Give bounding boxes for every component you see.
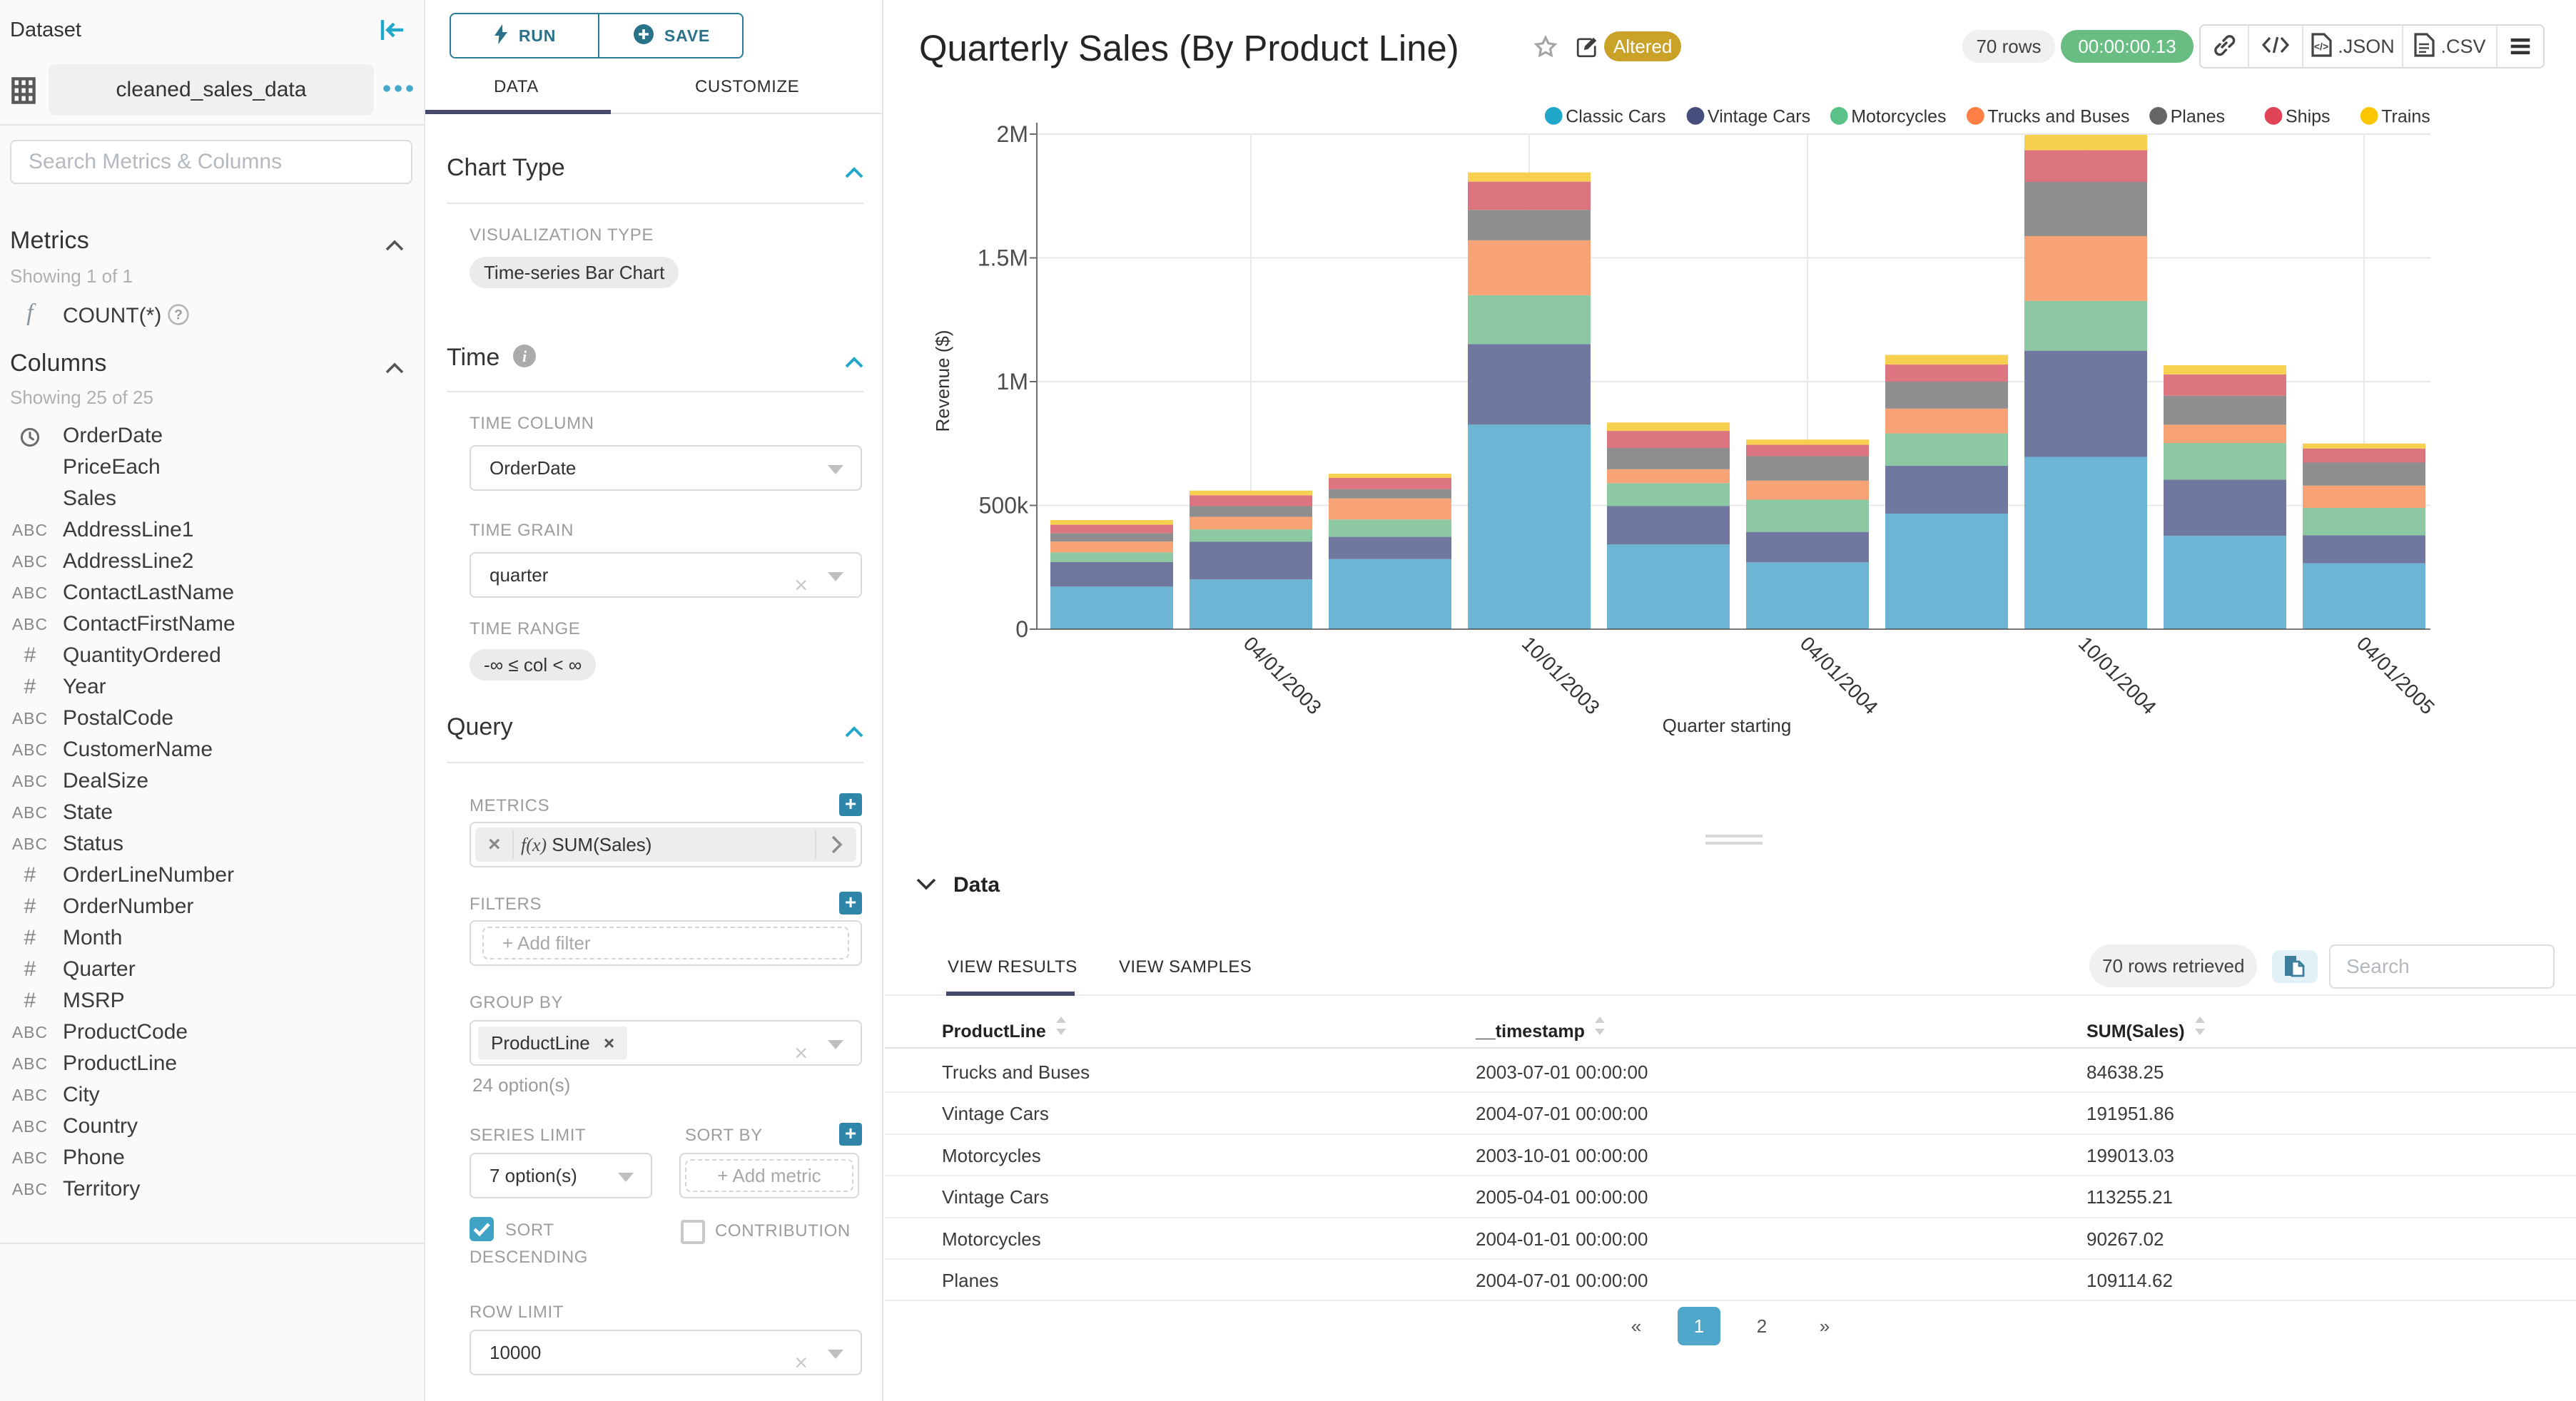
svg-text:</>: </> xyxy=(2314,41,2328,52)
svg-text:1.5M: 1.5M xyxy=(978,245,1028,271)
svg-text:Trucks and Buses: Trucks and Buses xyxy=(1987,106,2129,126)
svg-text:Planes: Planes xyxy=(2171,106,2225,126)
svg-text:04/01/2005: 04/01/2005 xyxy=(2353,632,2439,718)
svg-text:Trains: Trains xyxy=(2381,106,2430,126)
svg-text:?: ? xyxy=(174,307,183,322)
svg-text:04/01/2004: 04/01/2004 xyxy=(1796,632,1882,718)
svg-text:1M: 1M xyxy=(997,369,1028,394)
svg-text:i: i xyxy=(522,347,527,365)
svg-text:10/01/2003: 10/01/2003 xyxy=(1518,632,1604,718)
svg-text:04/01/2003: 04/01/2003 xyxy=(1239,632,1326,718)
svg-text:0: 0 xyxy=(1015,616,1028,642)
svg-text:2M: 2M xyxy=(997,121,1028,147)
svg-text:Revenue ($): Revenue ($) xyxy=(932,330,953,432)
svg-text:10/01/2004: 10/01/2004 xyxy=(2074,632,2161,718)
svg-text:Quarter starting: Quarter starting xyxy=(1663,715,1792,736)
svg-text:Classic Cars: Classic Cars xyxy=(1566,106,1665,126)
svg-text:500k: 500k xyxy=(979,493,1029,519)
svg-text:Motorcycles: Motorcycles xyxy=(1851,106,1946,126)
svg-text:Vintage Cars: Vintage Cars xyxy=(1708,106,1810,126)
svg-text:Ships: Ships xyxy=(2286,106,2331,126)
